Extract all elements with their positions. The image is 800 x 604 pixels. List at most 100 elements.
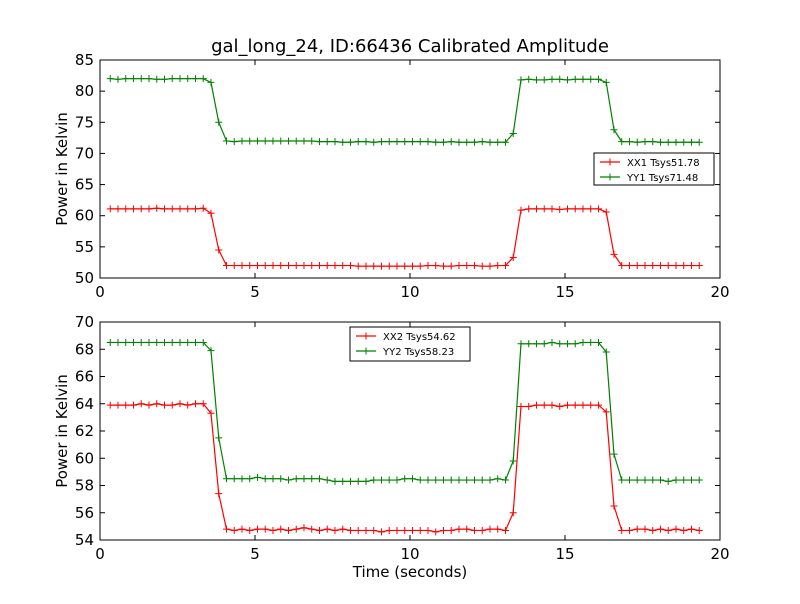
data-point — [277, 475, 285, 483]
data-point — [408, 262, 416, 270]
x-tick-label: 10 — [400, 545, 419, 563]
data-point — [618, 476, 626, 484]
data-point — [656, 525, 664, 533]
data-point — [478, 526, 486, 534]
data-point — [308, 262, 316, 270]
data-point — [563, 76, 571, 84]
data-point — [579, 75, 587, 83]
data-point — [494, 262, 502, 270]
data-point — [269, 526, 277, 534]
y-tick-label: 85 — [75, 51, 94, 69]
data-point — [122, 75, 130, 83]
data-point — [602, 348, 610, 356]
data-point — [587, 401, 595, 409]
data-point — [230, 138, 238, 146]
data-point — [594, 75, 602, 83]
data-point — [331, 526, 339, 534]
data-point — [525, 75, 533, 83]
data-point — [424, 526, 432, 534]
data-point — [463, 138, 471, 146]
data-point — [563, 205, 571, 213]
data-point — [602, 78, 610, 86]
data-point — [199, 400, 207, 408]
data-point — [377, 262, 385, 270]
data-point — [308, 475, 316, 483]
data-point — [129, 205, 137, 213]
data-point — [222, 262, 230, 270]
data-point — [354, 262, 362, 270]
data-point — [184, 401, 192, 409]
y-tick-label: 68 — [75, 340, 94, 358]
data-point — [385, 138, 393, 146]
data-point — [470, 262, 478, 270]
data-point — [315, 138, 323, 146]
panel-2-series-1 — [106, 400, 703, 536]
data-point — [625, 262, 633, 270]
data-point — [610, 250, 618, 258]
data-point — [664, 477, 672, 485]
data-point — [230, 475, 238, 483]
data-point — [269, 475, 277, 483]
data-point — [455, 525, 463, 533]
data-point — [284, 526, 292, 534]
data-point — [625, 138, 633, 146]
data-point — [641, 476, 649, 484]
data-point — [672, 262, 680, 270]
data-point — [695, 138, 703, 146]
data-point — [253, 473, 261, 481]
data-point — [168, 401, 176, 409]
data-point — [525, 205, 533, 213]
data-point — [532, 401, 540, 409]
x-tick-label: 5 — [250, 283, 260, 301]
y-tick-label: 70 — [75, 313, 94, 331]
data-point — [587, 205, 595, 213]
data-point — [664, 262, 672, 270]
data-point — [594, 205, 602, 213]
data-point — [362, 138, 370, 146]
legend-marker — [362, 332, 370, 340]
data-point — [106, 75, 114, 83]
data-point — [470, 476, 478, 484]
data-point — [486, 476, 494, 484]
legend-label: YY2 Tsys58.23 — [382, 347, 454, 358]
data-point — [447, 262, 455, 270]
data-point — [176, 338, 184, 346]
x-tick-label: 0 — [95, 283, 105, 301]
data-point — [261, 525, 269, 533]
panel-1-y-axis-label: Power in Kelvin — [53, 112, 71, 226]
panel-1-series-1 — [106, 204, 703, 270]
data-point — [571, 75, 579, 83]
data-point — [633, 138, 641, 146]
data-point — [618, 262, 626, 270]
data-point — [292, 475, 300, 483]
data-point — [160, 75, 168, 83]
data-point — [587, 338, 595, 346]
y-tick-label: 50 — [75, 269, 94, 287]
data-point — [579, 401, 587, 409]
data-point — [393, 476, 401, 484]
data-point — [137, 205, 145, 213]
data-point — [122, 338, 130, 346]
y-tick-label: 60 — [75, 449, 94, 467]
data-point — [463, 525, 471, 533]
data-point — [222, 137, 230, 145]
data-point — [222, 525, 230, 533]
data-point — [370, 262, 378, 270]
data-point — [168, 205, 176, 213]
data-point — [501, 138, 509, 146]
data-point — [199, 338, 207, 346]
data-point — [594, 401, 602, 409]
panel-1-series-2 — [106, 75, 703, 146]
y-tick-label: 75 — [75, 113, 94, 131]
data-point — [687, 138, 695, 146]
legend-marker — [362, 347, 370, 355]
data-point — [145, 401, 153, 409]
data-point — [548, 338, 556, 346]
data-point — [625, 526, 633, 534]
data-point — [680, 262, 688, 270]
data-point — [656, 476, 664, 484]
data-point — [145, 338, 153, 346]
data-point — [168, 75, 176, 83]
